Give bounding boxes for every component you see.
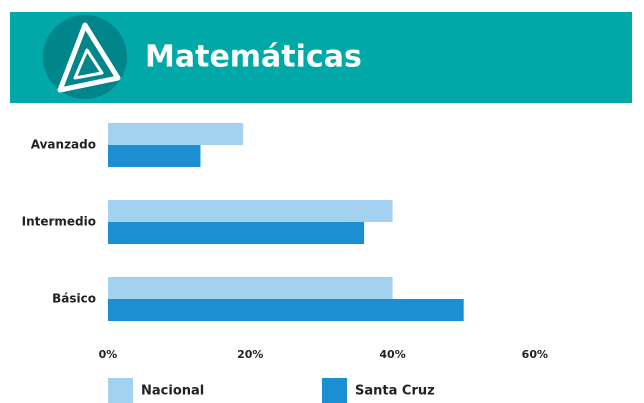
bar	[108, 299, 464, 321]
legend-swatch	[322, 378, 347, 403]
legend-label: Santa Cruz	[355, 384, 435, 399]
bar	[108, 222, 365, 244]
legend-label: Nacional	[141, 384, 204, 399]
y-tick-label: Avanzado	[31, 138, 96, 152]
x-tick-label: 0%	[99, 348, 118, 361]
x-tick-label: 20%	[237, 348, 263, 361]
bar	[108, 277, 393, 299]
bar	[108, 145, 201, 167]
ruler-icon	[57, 22, 121, 93]
bar	[108, 200, 393, 222]
legend-swatch	[108, 378, 133, 403]
y-tick-label: Intermedio	[22, 215, 96, 229]
y-tick-label: Básico	[52, 292, 96, 306]
chart-title: Matemáticas	[145, 40, 362, 75]
bar	[108, 123, 244, 145]
x-tick-label: 40%	[379, 348, 405, 361]
x-tick-label: 60%	[522, 348, 548, 361]
